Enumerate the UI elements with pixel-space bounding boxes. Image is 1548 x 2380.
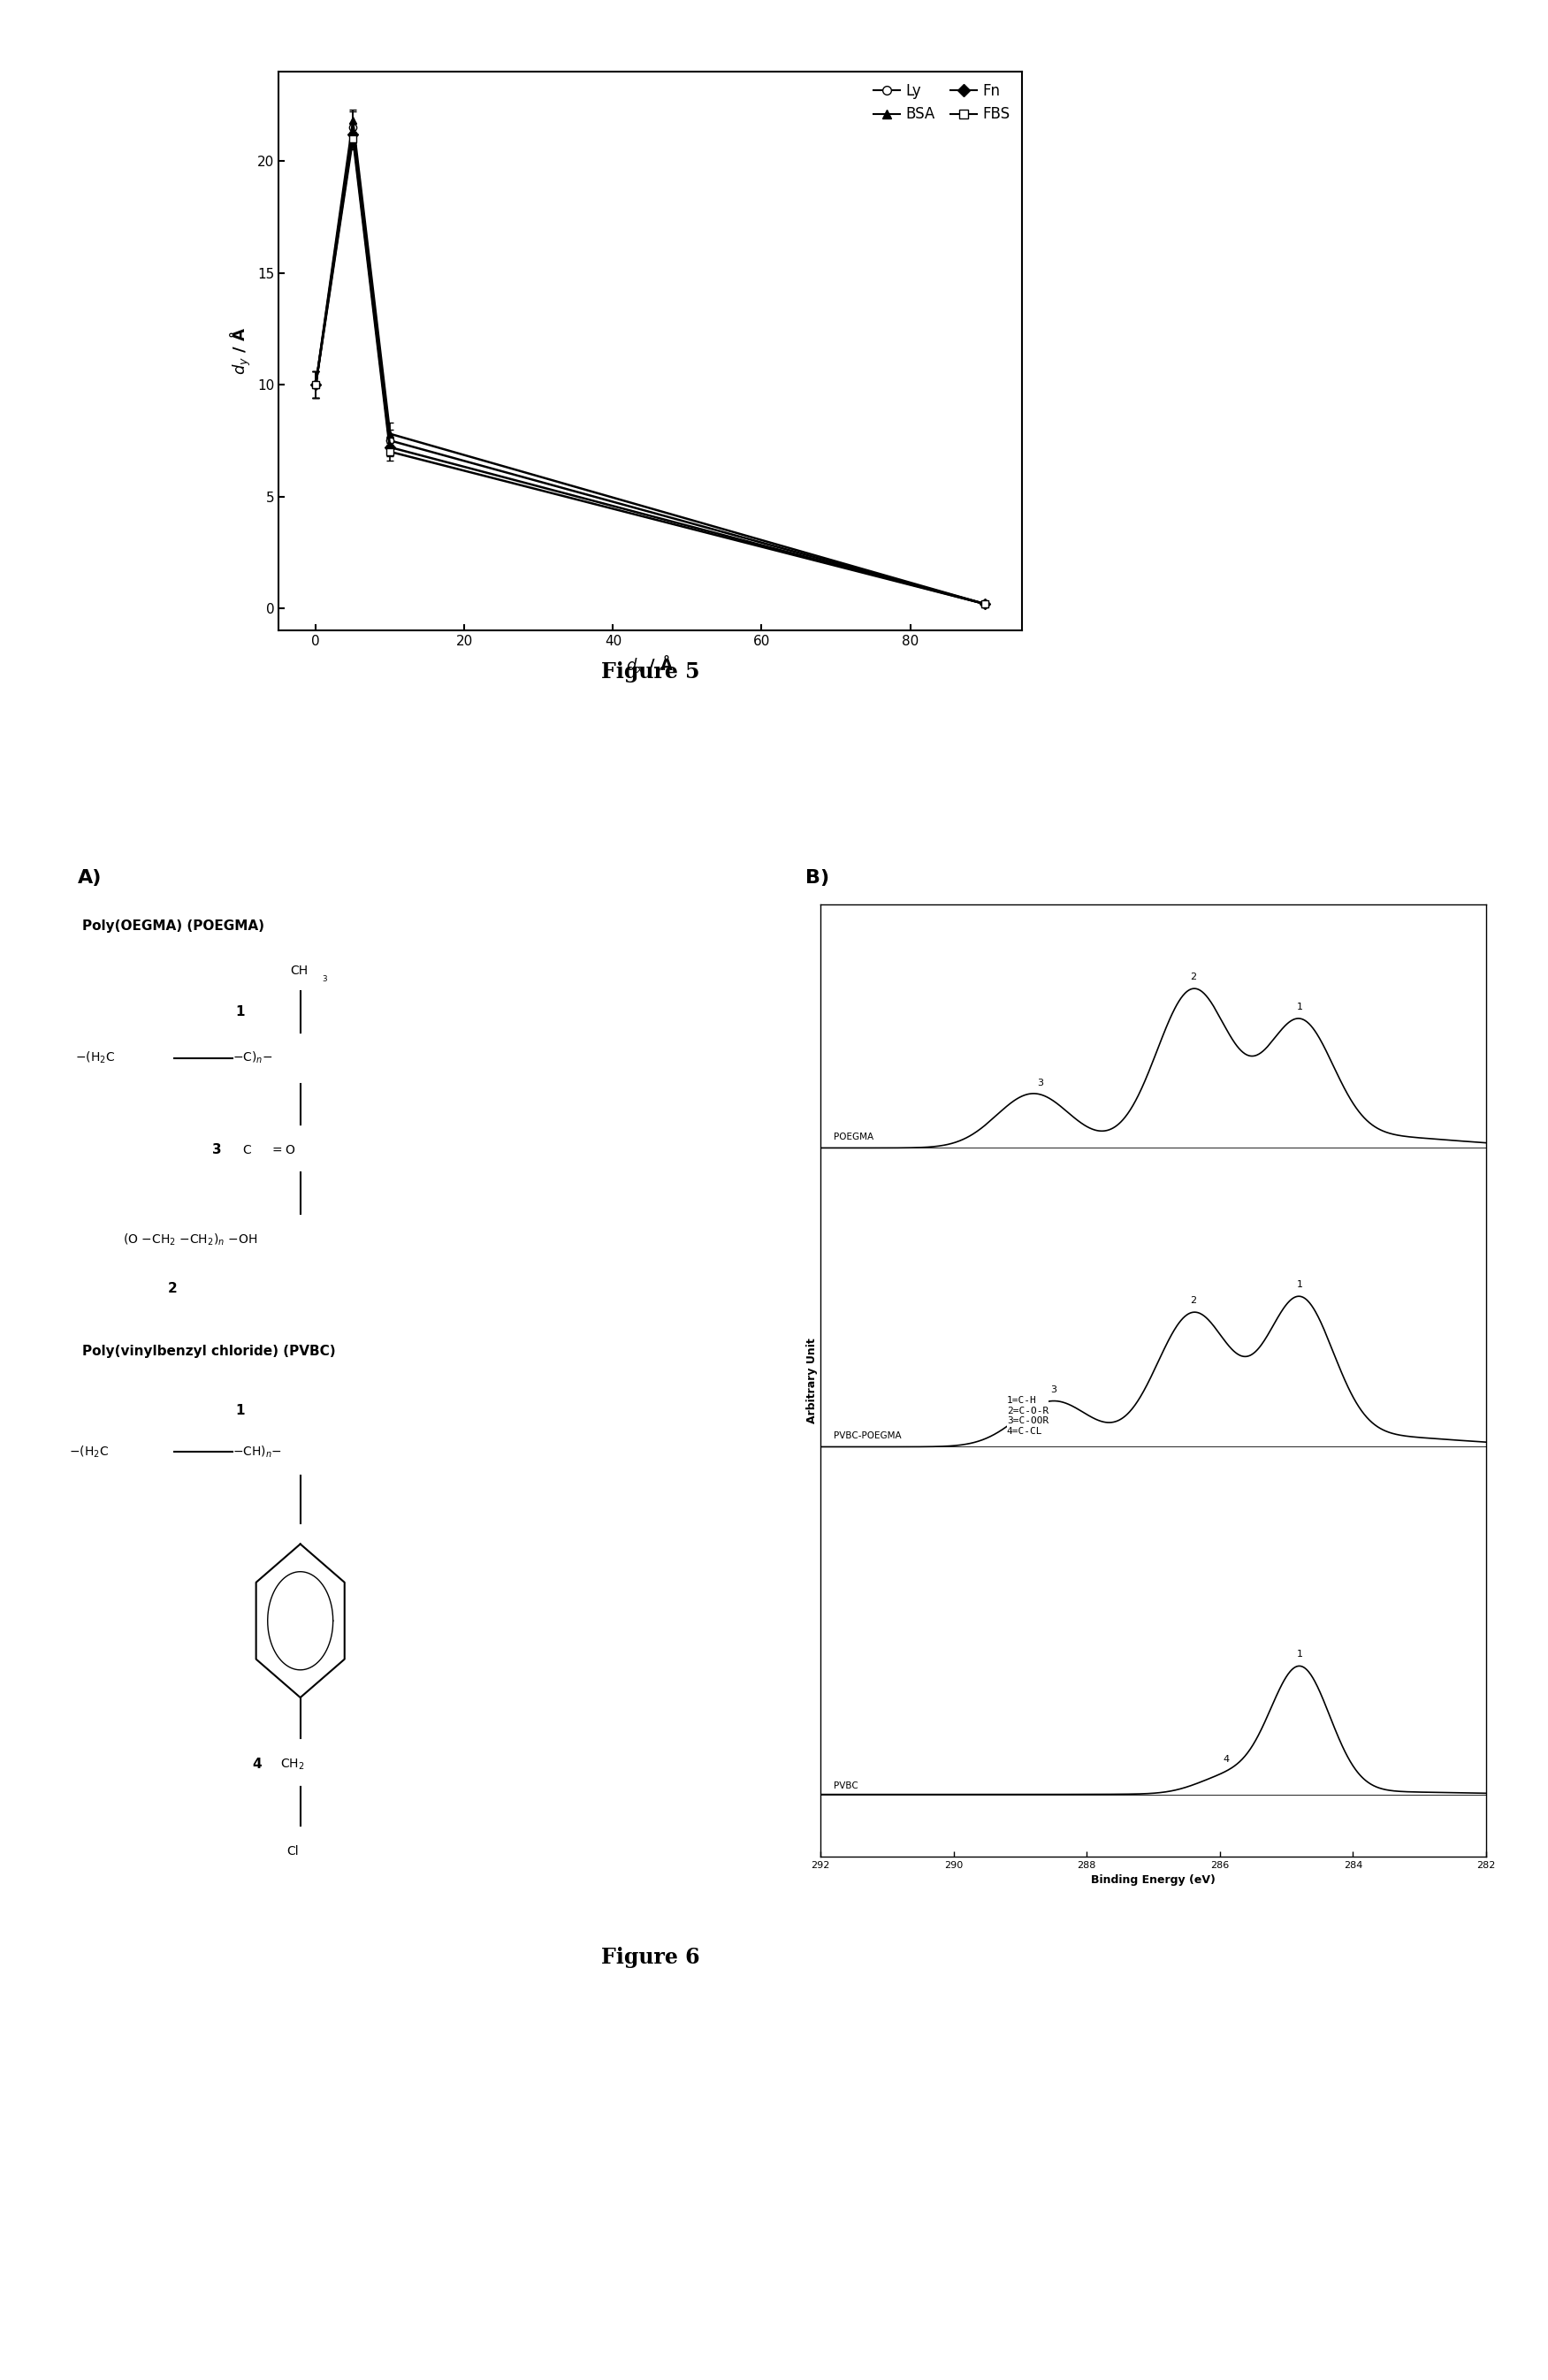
- Text: B): B): [805, 869, 828, 885]
- Text: 1=C-H
2=C-O-R
3=C-OOR
4=C-CL: 1=C-H 2=C-O-R 3=C-OOR 4=C-CL: [1006, 1397, 1048, 1435]
- Text: PVBC: PVBC: [834, 1780, 858, 1790]
- Text: C: C: [243, 1145, 251, 1157]
- Text: 3: 3: [212, 1142, 221, 1157]
- Text: Figure 5: Figure 5: [601, 662, 700, 683]
- Text: 3: 3: [1051, 1385, 1056, 1395]
- Text: $-$(H$_2$C: $-$(H$_2$C: [76, 1050, 116, 1066]
- Text: 3: 3: [1037, 1078, 1043, 1088]
- Text: $=$O: $=$O: [269, 1145, 296, 1157]
- Text: $_3$: $_3$: [322, 973, 328, 983]
- X-axis label: Binding Energy (eV): Binding Energy (eV): [1091, 1875, 1215, 1885]
- Text: $-$(H$_2$C: $-$(H$_2$C: [68, 1445, 108, 1459]
- Legend: Ly, BSA, Fn, FBS: Ly, BSA, Fn, FBS: [868, 79, 1014, 126]
- Text: CH: CH: [289, 964, 308, 978]
- Text: $-$C)$_n$$-$: $-$C)$_n$$-$: [232, 1050, 272, 1066]
- Text: $-$CH)$_n$$-$: $-$CH)$_n$$-$: [232, 1445, 282, 1459]
- Text: (O $-$CH$_2$ $-$CH$_2)_n$ $-$OH: (O $-$CH$_2$ $-$CH$_2)_n$ $-$OH: [124, 1233, 259, 1247]
- Y-axis label: $d_y$ / Å: $d_y$ / Å: [229, 326, 252, 376]
- Text: Poly(vinylbenzyl chloride) (PVBC): Poly(vinylbenzyl chloride) (PVBC): [82, 1345, 336, 1357]
- Text: 4: 4: [1223, 1754, 1229, 1764]
- Y-axis label: Arbitrary Unit: Arbitrary Unit: [807, 1338, 817, 1423]
- X-axis label: $d_x$ / Å: $d_x$ / Å: [625, 652, 675, 674]
- Text: 1: 1: [235, 1404, 245, 1418]
- Text: 1: 1: [1297, 1002, 1303, 1011]
- Text: PVBC-POEGMA: PVBC-POEGMA: [834, 1430, 901, 1440]
- Text: 2: 2: [167, 1280, 176, 1295]
- Text: 1: 1: [1297, 1280, 1303, 1290]
- Text: CH$_2$: CH$_2$: [280, 1756, 303, 1771]
- Text: Poly(OEGMA) (POEGMA): Poly(OEGMA) (POEGMA): [82, 919, 265, 933]
- Text: 2: 2: [1190, 973, 1197, 981]
- Text: 2: 2: [1190, 1297, 1197, 1304]
- Text: 4: 4: [252, 1756, 262, 1771]
- Text: Figure 6: Figure 6: [601, 1947, 700, 1968]
- Text: POEGMA: POEGMA: [834, 1133, 873, 1142]
- Text: A): A): [77, 869, 102, 885]
- Text: 1: 1: [1297, 1649, 1303, 1659]
- Text: 1: 1: [235, 1004, 245, 1019]
- Text: Cl: Cl: [286, 1844, 299, 1856]
